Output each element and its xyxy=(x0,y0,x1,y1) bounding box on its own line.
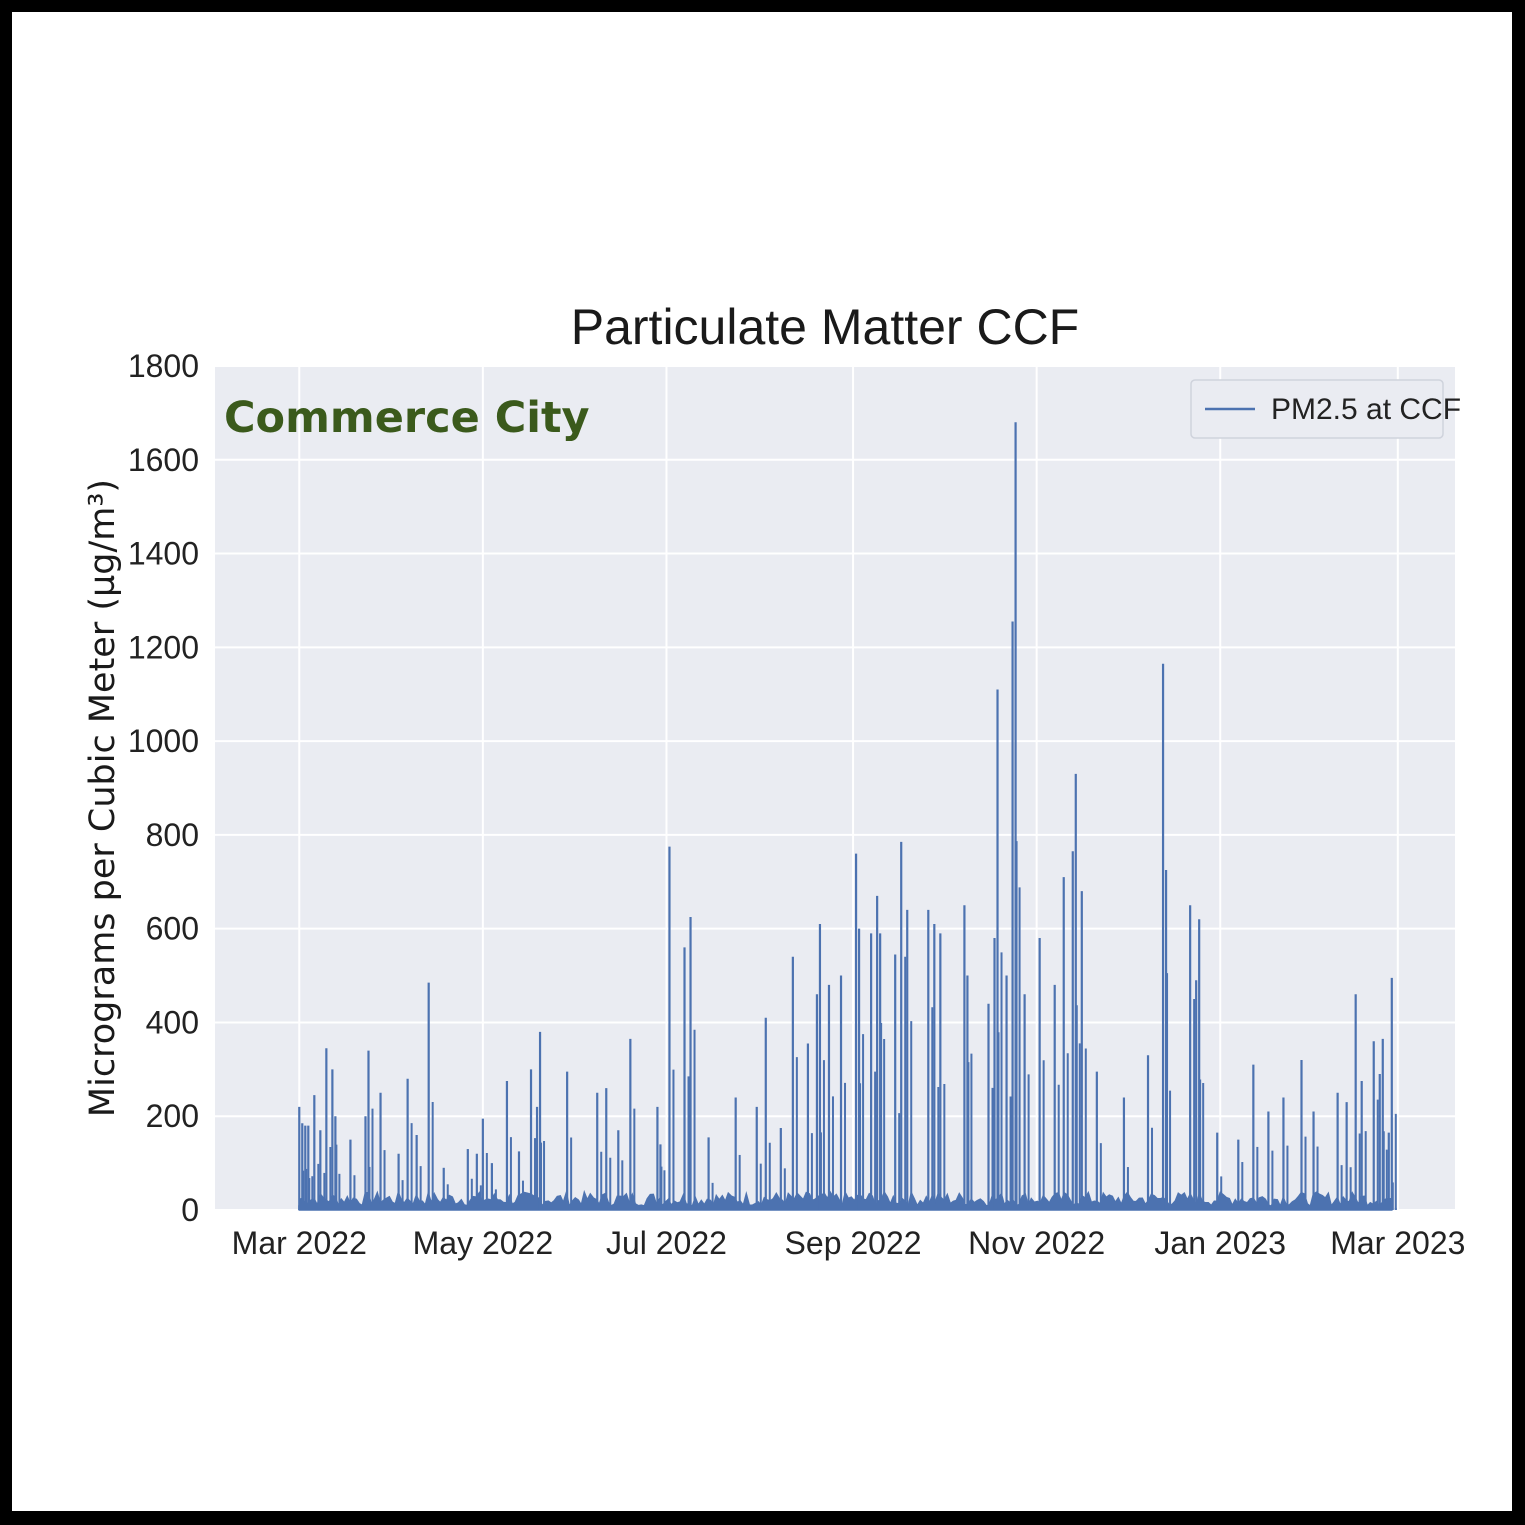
plot-area xyxy=(215,366,1455,1210)
y-tick-label: 1000 xyxy=(128,723,199,759)
y-axis-label: Micrograms per Cubic Meter (µg/m³) xyxy=(83,479,123,1117)
chart-frame: 0 200 400 600 800 1000 1200 1400 1600 1800 Mar 20… xyxy=(12,12,1512,1511)
y-tick-labels: 0 200 400 600 800 1000 1200 1400 1600 1800 xyxy=(128,348,199,1228)
x-tick-label: Sep 2022 xyxy=(785,1225,922,1261)
x-tick-label: Mar 2023 xyxy=(1330,1225,1465,1261)
x-tick-label: Jan 2023 xyxy=(1154,1225,1286,1261)
legend: PM2.5 at CCF xyxy=(1190,379,1461,439)
x-tick-label: Mar 2022 xyxy=(232,1225,367,1261)
series-spikes xyxy=(298,422,1397,1210)
y-tick-label: 0 xyxy=(181,1192,199,1228)
y-tick-label: 1600 xyxy=(128,442,199,478)
y-tick-label: 1400 xyxy=(128,536,199,572)
city-annotation: Commerce City xyxy=(224,393,590,443)
x-tick-label: Jul 2022 xyxy=(606,1225,727,1261)
grid-lines xyxy=(215,365,1455,1211)
x-tick-label: Nov 2022 xyxy=(968,1225,1105,1261)
legend-box xyxy=(1190,379,1444,439)
x-tick-labels: Mar 2022 May 2022 Jul 2022 Sep 2022 Nov 2022… xyxy=(232,1225,1466,1261)
y-tick-label: 1800 xyxy=(128,348,199,384)
x-tick-label: May 2022 xyxy=(413,1225,554,1261)
y-tick-label: 600 xyxy=(146,911,199,947)
chart-svg: 0 200 400 600 800 1000 1200 1400 1600 1800 Mar 20… xyxy=(83,299,1466,1261)
y-tick-label: 400 xyxy=(146,1004,199,1040)
legend-entry: PM2.5 at CCF xyxy=(1271,393,1461,426)
y-tick-label: 1200 xyxy=(128,629,199,665)
y-tick-label: 200 xyxy=(146,1098,199,1134)
y-tick-label: 800 xyxy=(146,817,199,853)
chart-title: Particulate Matter CCF xyxy=(571,299,1079,355)
